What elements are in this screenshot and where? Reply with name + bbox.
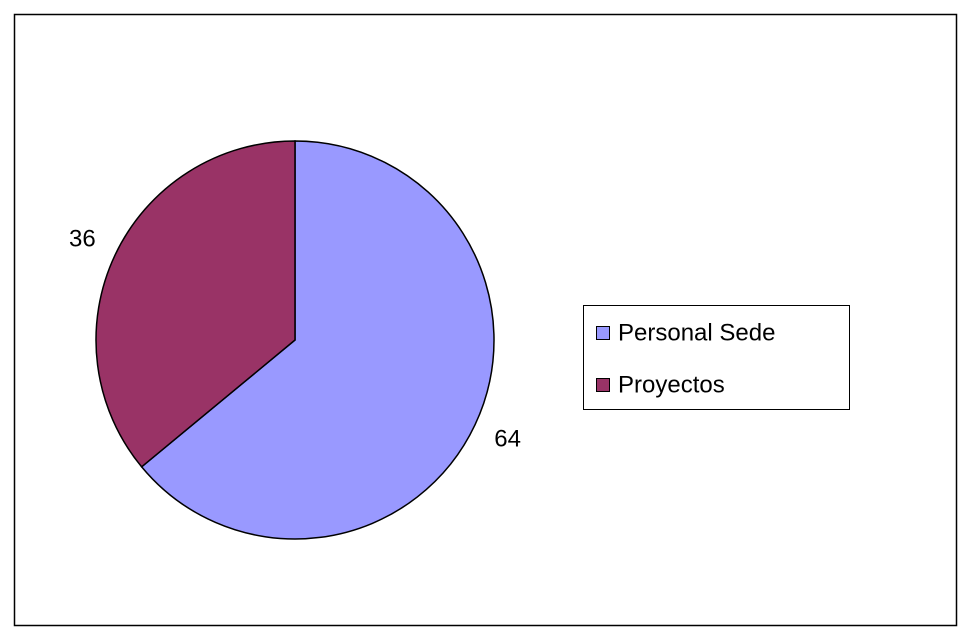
legend-label: Proyectos <box>618 371 725 398</box>
pie-slice <box>95 140 296 468</box>
legend-box <box>583 305 850 410</box>
pie-slice <box>140 140 495 540</box>
data-label: 36 <box>69 225 96 252</box>
data-label: 64 <box>494 425 521 452</box>
legend-swatch <box>596 326 610 340</box>
legend-swatch <box>596 378 610 392</box>
legend-label: Personal Sede <box>618 319 775 346</box>
